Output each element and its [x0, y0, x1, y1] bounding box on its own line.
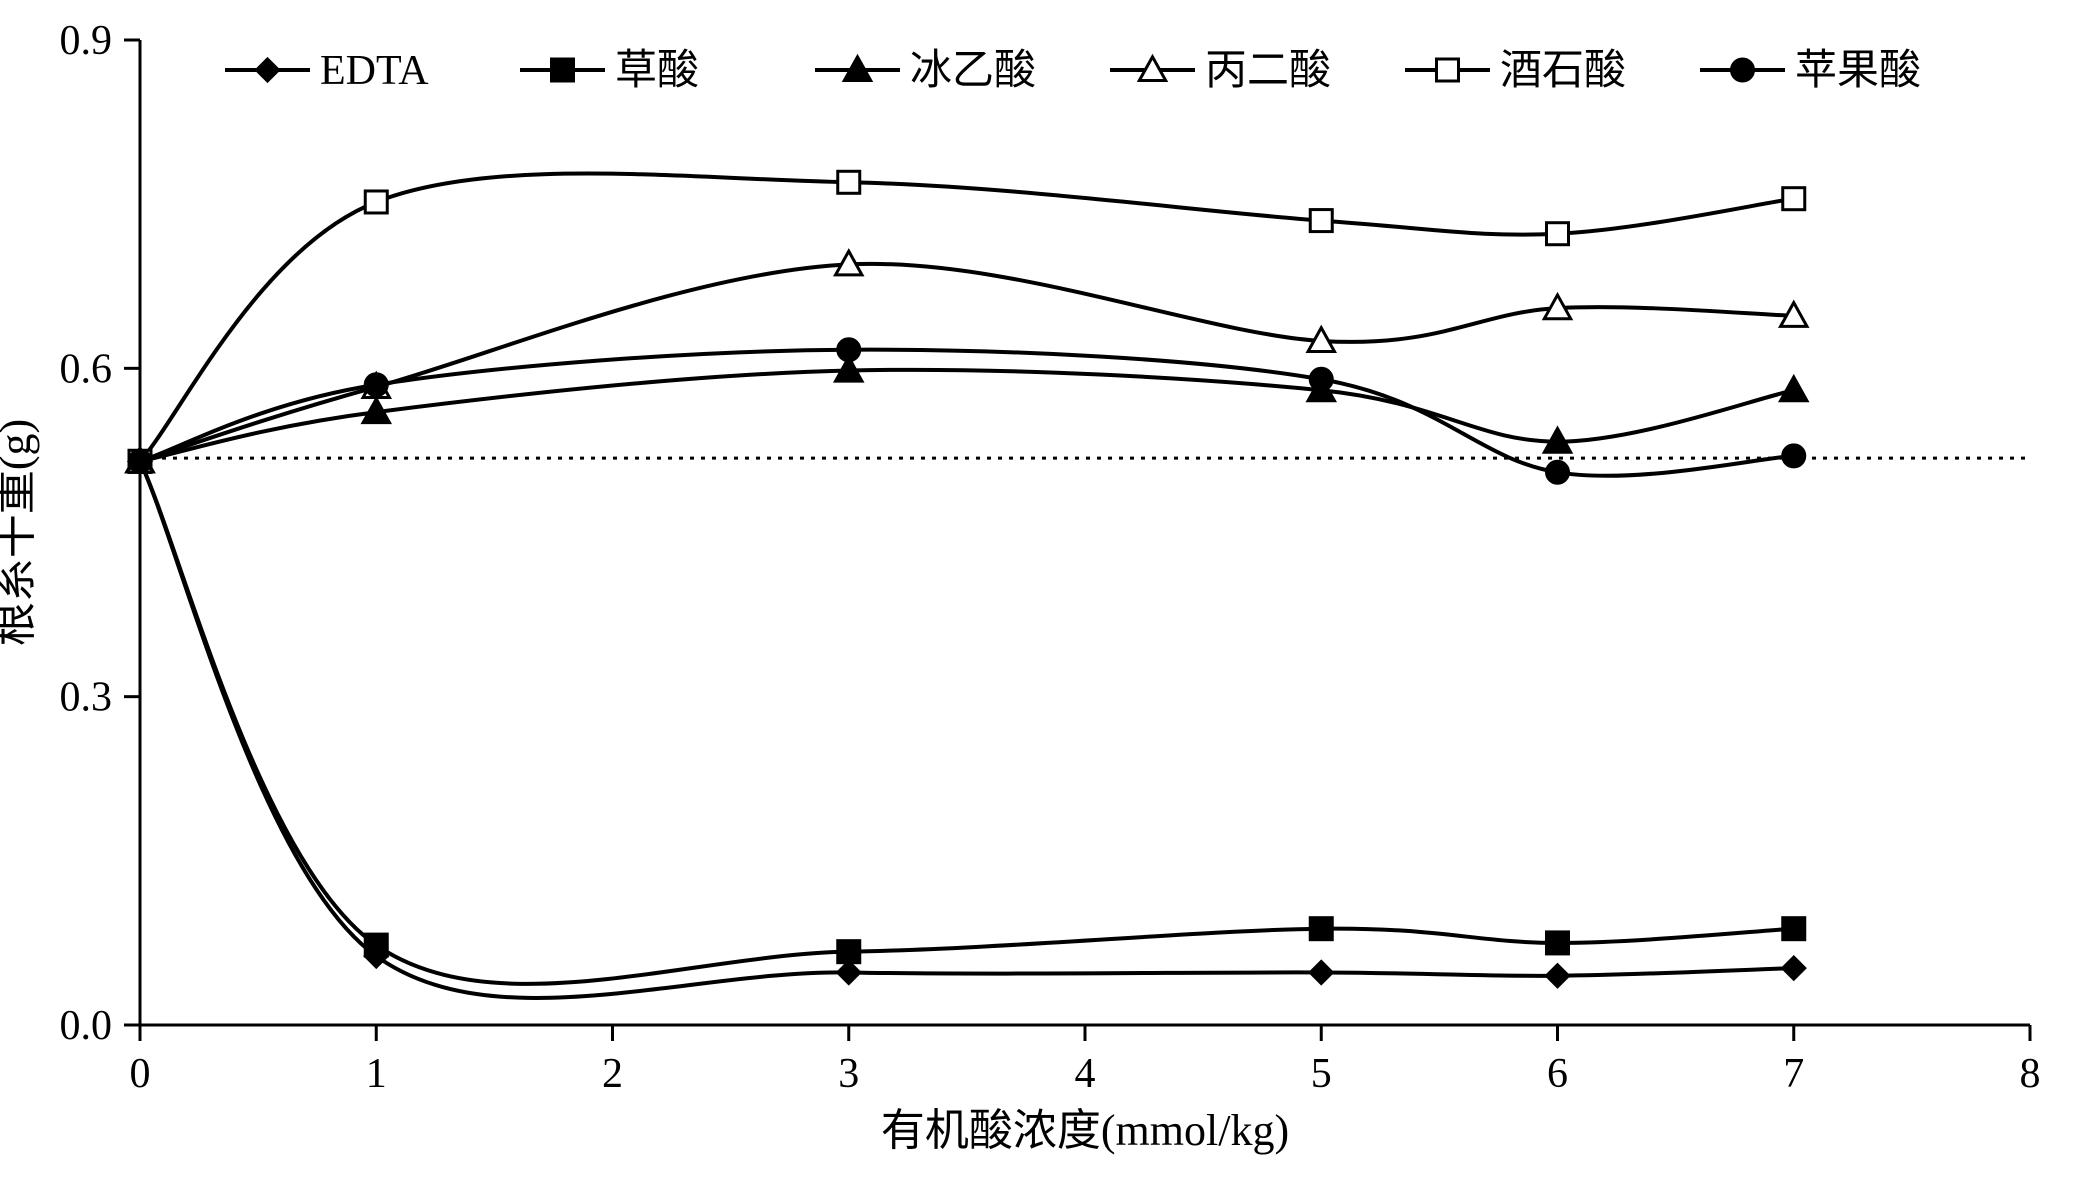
- legend-label: 丙二酸: [1205, 48, 1331, 94]
- legend-label: 酒石酸: [1500, 48, 1626, 94]
- series-line: [140, 461, 1794, 984]
- legend-item-EDTA: EDTA: [225, 48, 429, 94]
- series-marker: [1310, 961, 1332, 983]
- series-group: [127, 171, 1807, 998]
- series-marker: [1547, 223, 1569, 245]
- chart: 0 1 2 3 4 5 6 7 8 0.0 0.3 0.6 0.9 有机酸浓度(mmol/kg) 根系干重(…: [0, 0, 2074, 1186]
- legend-item-tartaric: 酒石酸: [1405, 48, 1626, 94]
- series-marker: [1310, 918, 1332, 940]
- series-line: [140, 264, 1794, 462]
- legend-marker: [257, 59, 279, 81]
- legend-label: EDTA: [320, 48, 429, 94]
- legend-label: 冰乙酸: [910, 48, 1036, 94]
- legend-item-malonic: 丙二酸: [1110, 48, 1331, 94]
- series-oxalic: [129, 450, 1805, 984]
- x-tick-label: 2: [602, 1051, 623, 1097]
- legend-marker: [1437, 59, 1459, 81]
- y-tick-label: 0.0: [60, 1003, 113, 1049]
- legend-label: 草酸: [615, 48, 699, 94]
- legend-marker: [1732, 59, 1754, 81]
- series-tartaric: [129, 171, 1805, 472]
- series-marker: [838, 171, 860, 193]
- series-marker: [365, 374, 387, 396]
- series-marker: [1783, 957, 1805, 979]
- x-tick-label: 0: [130, 1051, 151, 1097]
- series-marker: [1310, 210, 1332, 232]
- series-line: [140, 461, 1794, 998]
- y-tick-label: 0.6: [60, 346, 113, 392]
- series-marker: [838, 961, 860, 983]
- series-marker: [1783, 918, 1805, 940]
- legend-marker: [552, 59, 574, 81]
- x-tick-label: 7: [1783, 1051, 1804, 1097]
- series-marker: [1547, 932, 1569, 954]
- series-marker: [1547, 965, 1569, 987]
- x-tick-label: 4: [1075, 1051, 1096, 1097]
- series-marker: [129, 450, 151, 472]
- series-marker: [838, 339, 860, 361]
- legend: EDTA 草酸 冰乙酸 丙二酸 酒石酸 苹果酸: [225, 48, 1921, 94]
- series-marker: [365, 191, 387, 213]
- series-marker: [1547, 461, 1569, 483]
- x-tick-label: 6: [1547, 1051, 1568, 1097]
- x-tick-label: 3: [838, 1051, 859, 1097]
- chart-svg: 0 1 2 3 4 5 6 7 8 0.0 0.3 0.6 0.9 有机酸浓度(mmol/kg) 根系干重(…: [0, 0, 2074, 1186]
- x-axis-label: 有机酸浓度(mmol/kg): [881, 1106, 1289, 1155]
- series-marker: [1310, 368, 1332, 390]
- y-tick-label: 0.3: [60, 675, 113, 721]
- x-tick-label: 1: [366, 1051, 387, 1097]
- y-axis-label: 根系干重(g): [0, 419, 40, 646]
- legend-label: 苹果酸: [1795, 48, 1921, 94]
- series-marker: [1783, 445, 1805, 467]
- series-marker: [838, 941, 860, 963]
- x-tick-label: 5: [1311, 1051, 1332, 1097]
- y-tick-label: 0.9: [60, 18, 113, 64]
- legend-item-malic: 苹果酸: [1700, 48, 1921, 94]
- legend-item-acetic: 冰乙酸: [815, 48, 1036, 94]
- series-marker: [1783, 188, 1805, 210]
- series-EDTA: [129, 450, 1805, 998]
- x-tick-label: 8: [2020, 1051, 2041, 1097]
- series-marker: [1781, 377, 1807, 401]
- series-marker: [365, 934, 387, 956]
- legend-item-oxalic: 草酸: [520, 48, 699, 94]
